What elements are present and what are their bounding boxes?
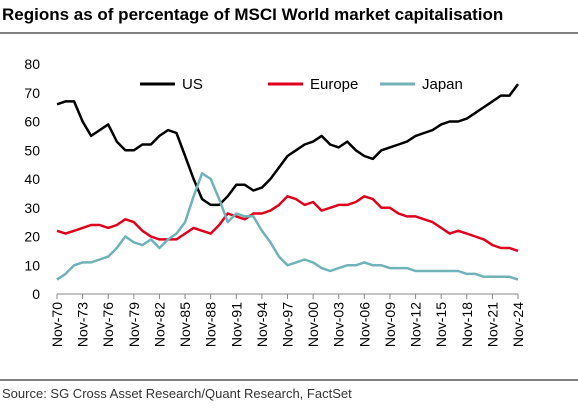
x-tick-label: Nov-85 <box>177 302 193 347</box>
y-tick-label: 10 <box>24 257 40 273</box>
chart-title: Regions as of percentage of MSCI World m… <box>2 5 503 24</box>
y-tick-label: 0 <box>32 286 40 302</box>
legend-label: Japan <box>422 76 463 93</box>
series-line <box>56 195 519 253</box>
x-tick-label: Nov-94 <box>254 302 270 347</box>
y-tick-label: 60 <box>24 114 40 130</box>
x-tick-label: Nov-06 <box>356 302 372 347</box>
series-line <box>56 83 520 207</box>
y-tick-label: 30 <box>24 200 40 216</box>
x-tick-label: Nov-79 <box>126 302 142 347</box>
x-tick-label: Nov-12 <box>408 302 424 347</box>
x-tick-label: Nov-24 <box>510 302 526 347</box>
x-tick-label: Nov-21 <box>484 302 500 347</box>
x-tick-label: Nov-00 <box>305 302 321 347</box>
source: Source: SG Cross Asset Research/Quant Re… <box>2 386 352 401</box>
x-tick-label: Nov-88 <box>203 302 219 347</box>
x-tick-label: Nov-97 <box>280 302 296 347</box>
y-tick-label: 80 <box>24 56 40 72</box>
x-tick-label: Nov-73 <box>75 302 91 347</box>
y-tick-label: 20 <box>24 229 40 245</box>
x-tick-label: Nov-82 <box>151 302 167 347</box>
x-tick-label: Nov-15 <box>433 302 449 347</box>
x-tick-label: Nov-70 <box>49 302 65 347</box>
legend-label: US <box>182 76 203 93</box>
x-tick-label: Nov-18 <box>459 302 475 347</box>
y-tick-label: 50 <box>24 142 40 158</box>
series-line <box>56 172 519 281</box>
x-tick-label: Nov-91 <box>228 302 244 347</box>
legend-label: Europe <box>310 76 358 93</box>
x-tick-label: Nov-09 <box>382 302 398 347</box>
x-tick-label: Nov-03 <box>331 302 347 347</box>
y-tick-label: 40 <box>24 171 40 187</box>
x-tick-label: Nov-76 <box>100 302 116 347</box>
y-tick-label: 70 <box>24 85 40 101</box>
